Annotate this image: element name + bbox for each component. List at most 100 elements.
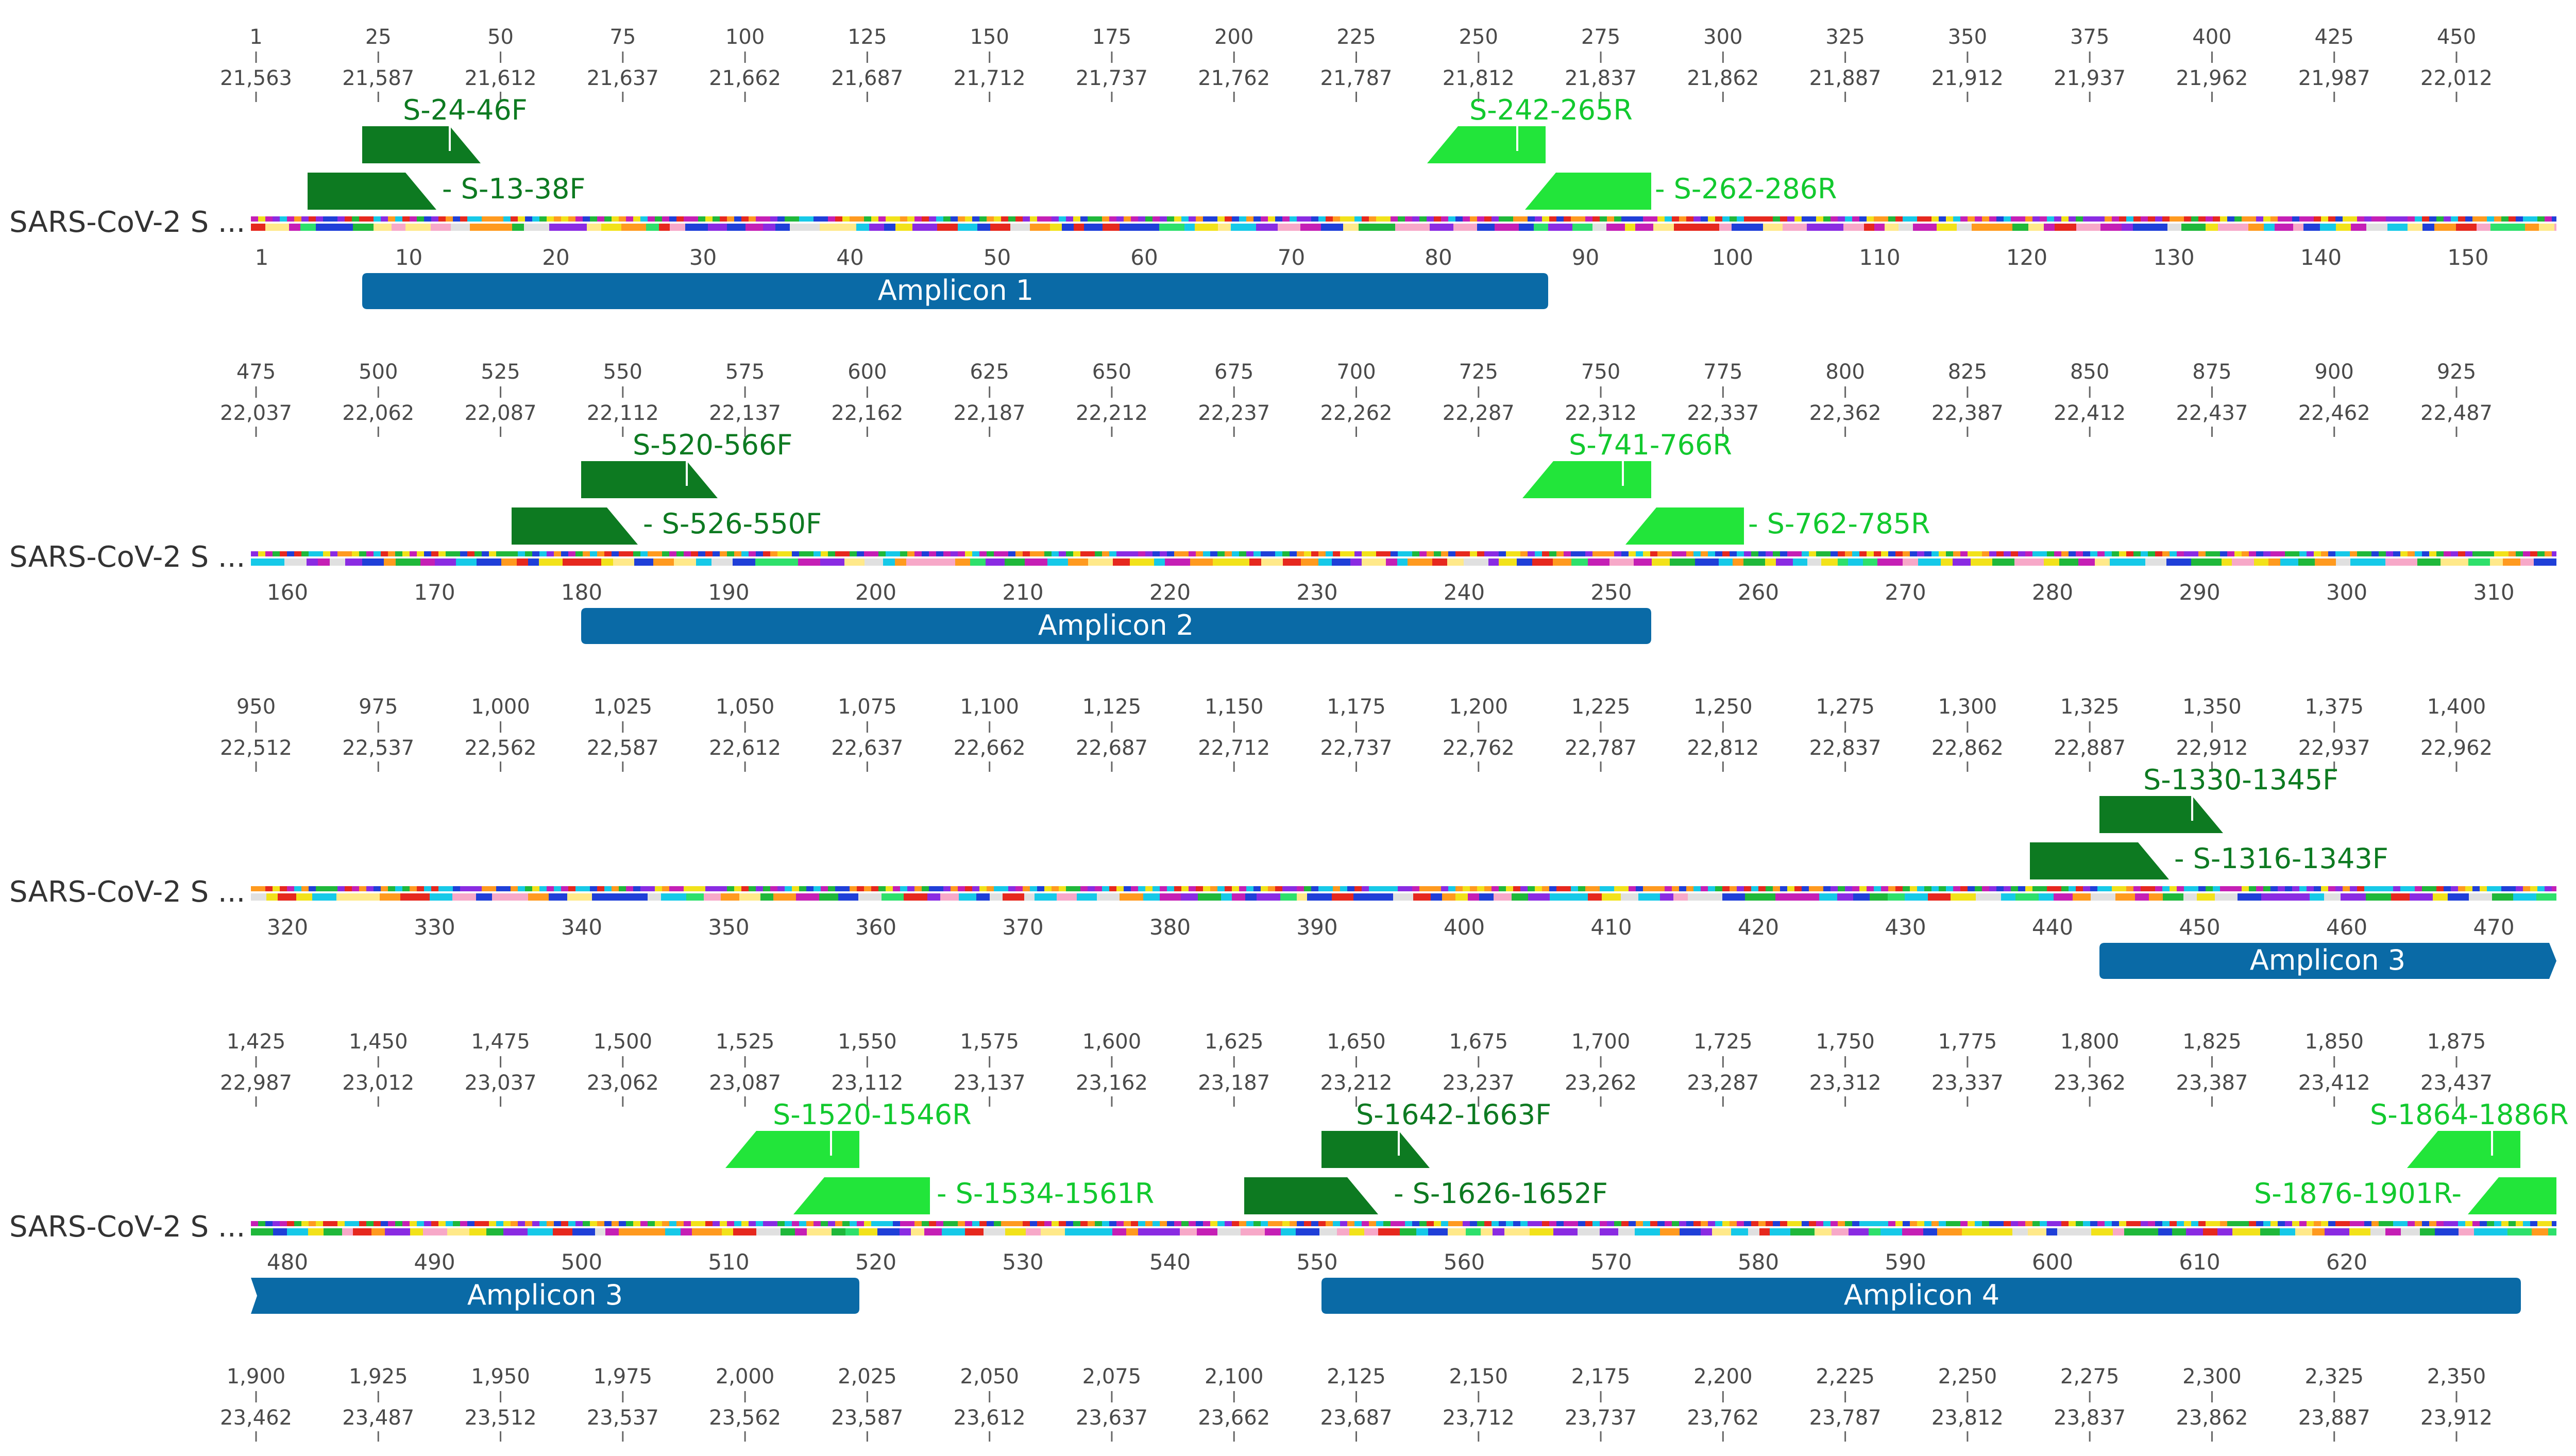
reverse-primer-arrow[interactable] [793, 1177, 930, 1214]
nucleotide-cell [1210, 551, 1217, 556]
nucleotide-cell [2083, 1221, 2090, 1226]
nucleotide-cell [619, 1221, 626, 1226]
amino-acid-tick-label: 320 [267, 915, 308, 940]
nucleotide-cell [821, 1221, 828, 1226]
nucleotide-cell [1931, 1221, 1939, 1226]
genome-position-label: 22,012 [2420, 66, 2493, 90]
nucleotide-cell [1088, 886, 1095, 891]
amino-acid-cell [1888, 893, 1905, 901]
nucleotide-cell [1636, 1221, 1643, 1226]
nucleotide-cell [2170, 551, 2177, 556]
reverse-primer-arrow[interactable] [1522, 461, 1651, 498]
nucleotide-cell [1160, 216, 1167, 222]
amino-acid-cell [904, 893, 927, 901]
reverse-primer-arrow[interactable] [2468, 1177, 2556, 1214]
amino-acid-cell [1783, 224, 1807, 231]
amino-acid-tick-label: 410 [1590, 915, 1632, 940]
nucleotide-cell [1520, 551, 1528, 556]
sequence-name-label[interactable]: SARS-CoV-2 S ... [9, 875, 245, 909]
nucleotide-cell [1996, 886, 2004, 891]
nucleotide-cell [1744, 886, 1751, 891]
amino-acid-tick-label: 430 [1885, 915, 1926, 940]
amplicon-bar[interactable] [251, 1278, 859, 1314]
nucleotide-cell [669, 216, 676, 222]
forward-primer-arrow[interactable] [581, 461, 718, 498]
reverse-primer-arrow[interactable] [1625, 507, 1744, 545]
amplicon-bar[interactable] [1321, 1278, 2521, 1314]
nucleotide-cell [814, 551, 821, 556]
nucleotide-cell [1657, 216, 1665, 222]
amino-acid-cell [2222, 558, 2232, 566]
sequence-name-label[interactable]: SARS-CoV-2 S ... [9, 540, 245, 574]
primer-label: S-741-766R [1569, 429, 1732, 461]
nucleotide-cell [1585, 886, 1592, 891]
nucleotide-cell [1751, 551, 1758, 556]
forward-primer-arrow[interactable] [512, 507, 638, 545]
nucleotide-cell [2032, 1221, 2040, 1226]
amino-acid-tick-label: 70 [1278, 245, 1305, 270]
amino-acid-cell [2057, 1228, 2067, 1235]
nucleotide-cell [951, 551, 958, 556]
nucleotide-cell [2227, 1221, 2234, 1226]
genome-position-label: 21,762 [1198, 66, 1270, 90]
nucleotide-cell [1737, 551, 1744, 556]
forward-primer-arrow[interactable] [2030, 842, 2169, 879]
sequence-name-label[interactable]: SARS-CoV-2 S ... [9, 206, 245, 239]
reverse-primer-arrow[interactable] [2407, 1131, 2520, 1168]
nucleotide-cell [1052, 1221, 1059, 1226]
genome-position-label: 23,837 [2054, 1406, 2126, 1430]
amino-acid-cell [1213, 558, 1226, 566]
amplicon-bar[interactable] [581, 608, 1651, 644]
amino-acid-cell [2469, 893, 2492, 901]
amino-acid-cell [1743, 558, 1765, 566]
amino-acid-cell [843, 224, 856, 231]
nucleotide-cell [1794, 216, 1802, 222]
forward-primer-arrow[interactable] [362, 126, 481, 163]
sequence-name-label[interactable]: SARS-CoV-2 S ... [9, 1210, 245, 1244]
nucleotide-cell [2343, 216, 2350, 222]
forward-primer-arrow[interactable] [1321, 1131, 1430, 1168]
nucleotide-cell [1895, 551, 1903, 556]
nucleotide-cell [1477, 216, 1484, 222]
amino-acid-cell [1832, 1228, 1849, 1235]
nucleotide-cell [402, 216, 410, 222]
nucleotide-cell [1268, 1221, 1275, 1226]
nucleotide-cell [2422, 886, 2429, 891]
nucleotide-cell [676, 1221, 684, 1226]
nucleotide-cell [1492, 1221, 1499, 1226]
amplicon-bar[interactable] [2099, 943, 2556, 979]
nucleotide-cell [2465, 551, 2472, 556]
amino-acid-cell [820, 558, 844, 566]
amino-acid-cell [865, 558, 883, 566]
amino-acid-cell [2091, 893, 2115, 901]
amino-acid-cell [1763, 224, 1783, 231]
nucleotide-cell [1744, 216, 1751, 222]
nucleotide-cell [1809, 216, 1816, 222]
reverse-primer-arrow[interactable] [1525, 173, 1651, 210]
nucleotide-cell [1809, 551, 1816, 556]
amino-acid-cell [1653, 224, 1674, 231]
forward-primer-arrow[interactable] [308, 173, 436, 210]
amino-acid-cell [1163, 1228, 1180, 1235]
nucleotide-cell [886, 886, 893, 891]
reverse-primer-arrow[interactable] [1427, 126, 1546, 163]
nucleotide-cell [1650, 551, 1657, 556]
amplicon-bar[interactable] [362, 273, 1548, 309]
forward-primer-arrow[interactable] [1244, 1177, 1378, 1214]
nucleotide-cell [1340, 1221, 1347, 1226]
reverse-primer-arrow[interactable] [725, 1131, 859, 1168]
nucleotide-cell [1239, 886, 1246, 891]
nucleotide-cell [1982, 551, 1989, 556]
amino-acid-cell [781, 1228, 795, 1235]
amino-acid-cell [384, 558, 396, 566]
forward-primer-arrow[interactable] [2099, 796, 2223, 833]
nucleotide-cell [374, 1221, 381, 1226]
nucleotide-cell [943, 216, 951, 222]
nucleotide-cell [453, 216, 460, 222]
amino-acid-tick-label: 530 [1002, 1249, 1043, 1275]
amino-acid-cell [1853, 893, 1870, 901]
genome-position-label: 23,637 [1076, 1406, 1148, 1430]
nucleotide-cell [2422, 216, 2429, 222]
amino-acid-cell [2203, 1228, 2217, 1235]
nucleotide-cell [474, 216, 482, 222]
